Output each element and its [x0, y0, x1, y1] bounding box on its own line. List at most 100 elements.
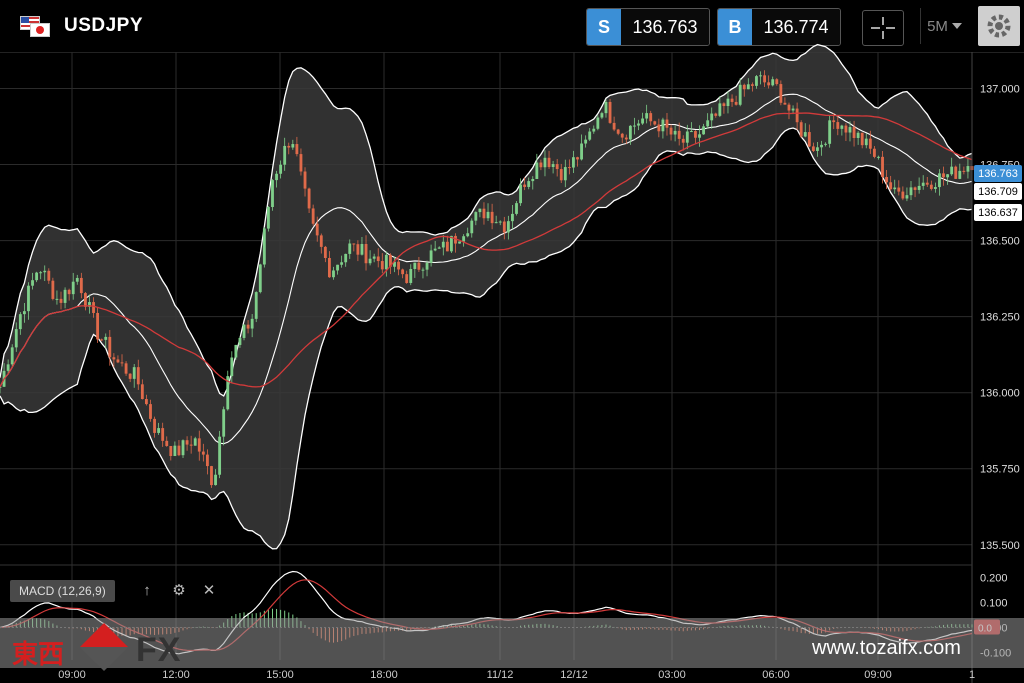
buy-button[interactable]: B 136.774	[717, 8, 841, 46]
price-tick-label: 136.500	[980, 236, 1020, 248]
candle	[340, 255, 344, 268]
crosshair-icon	[871, 17, 895, 39]
candle	[921, 175, 925, 190]
candle	[775, 78, 779, 86]
sell-button[interactable]: S 136.763	[586, 8, 710, 46]
candle	[580, 134, 583, 161]
candle	[954, 165, 958, 180]
candle	[523, 177, 527, 191]
candle	[238, 336, 242, 348]
currency-pair-flags	[20, 16, 50, 37]
candle	[63, 287, 67, 309]
candle	[149, 399, 152, 422]
candle	[336, 264, 339, 275]
candle	[746, 78, 750, 90]
candle	[315, 216, 319, 242]
candle	[478, 208, 482, 218]
candle	[913, 186, 917, 198]
candle	[51, 277, 55, 301]
candle	[759, 71, 762, 85]
candle	[92, 297, 95, 318]
candle	[795, 102, 799, 131]
candle	[844, 123, 848, 142]
crosshair-button[interactable]	[862, 10, 904, 46]
candle	[372, 253, 376, 263]
symbol-title[interactable]: USDJPY	[64, 15, 144, 36]
candle	[295, 136, 299, 157]
bollinger-middle-line	[0, 93, 973, 445]
candle	[88, 294, 91, 314]
candle	[897, 180, 901, 196]
close-icon[interactable]: ✕	[202, 582, 216, 599]
candle	[933, 182, 937, 193]
candle	[946, 173, 950, 185]
candle	[31, 272, 34, 290]
candle	[234, 344, 238, 360]
candle	[767, 75, 771, 89]
candle	[881, 150, 884, 184]
candle	[267, 205, 270, 232]
timeframe-select[interactable]: 5M	[920, 8, 969, 44]
candle	[79, 272, 83, 299]
candle	[417, 256, 421, 272]
price-tick-label: 137.000	[980, 84, 1020, 96]
gear-icon[interactable]: ⚙	[172, 582, 186, 599]
candle	[470, 218, 474, 238]
candle	[55, 290, 59, 305]
candle	[328, 251, 331, 278]
macd-indicator-label[interactable]: MACD (12,26,9)	[10, 580, 115, 602]
candle	[384, 251, 388, 277]
price-tick-label: 136.000	[980, 388, 1020, 400]
candle	[445, 235, 449, 252]
price-axis: 137.000136.750136.500136.250136.000135.7…	[971, 52, 1020, 683]
candle	[201, 443, 205, 462]
candle	[596, 115, 600, 131]
moving-average-line	[0, 112, 973, 388]
candle	[246, 320, 250, 334]
candle	[303, 167, 307, 197]
candle	[401, 268, 405, 279]
candle	[828, 115, 832, 148]
candle	[222, 406, 226, 446]
candle	[498, 220, 502, 226]
candle	[319, 233, 323, 254]
candle	[868, 130, 872, 154]
candle	[624, 134, 628, 145]
candle	[738, 78, 742, 107]
candle	[271, 179, 274, 211]
band-mid-price-tag: 136.709	[974, 183, 1022, 200]
candle	[18, 312, 22, 335]
candle	[653, 120, 657, 126]
candle	[860, 132, 864, 149]
candle	[230, 351, 234, 383]
price-tick-label: 135.750	[980, 464, 1020, 476]
candle	[702, 123, 705, 135]
candle	[649, 110, 653, 126]
bollinger-band-fill	[0, 44, 972, 549]
candle	[96, 307, 100, 343]
time-axis: 09:00 12:00 15:00 18:00 11/12 12/12 03:00 06:00…	[58, 669, 975, 681]
candle	[140, 379, 144, 400]
candle	[726, 91, 730, 114]
candle	[628, 125, 632, 145]
candle	[637, 119, 640, 131]
candle	[689, 122, 693, 133]
candle	[441, 234, 445, 256]
candle	[811, 142, 815, 152]
candle	[409, 264, 413, 286]
candle	[242, 324, 246, 341]
candle	[722, 102, 726, 114]
candle	[950, 157, 954, 176]
candle	[307, 187, 311, 213]
candle	[177, 439, 181, 457]
band-lower-price-tag: 136.637	[974, 204, 1022, 221]
candle	[157, 422, 161, 435]
bollinger-upper-line	[0, 43, 973, 397]
time-tick-label: 09:00	[58, 669, 86, 681]
candle	[616, 128, 620, 136]
settings-button[interactable]	[978, 6, 1020, 46]
candle	[214, 469, 217, 486]
candle	[205, 449, 209, 475]
arrow-up-icon[interactable]: ↑	[143, 582, 151, 599]
